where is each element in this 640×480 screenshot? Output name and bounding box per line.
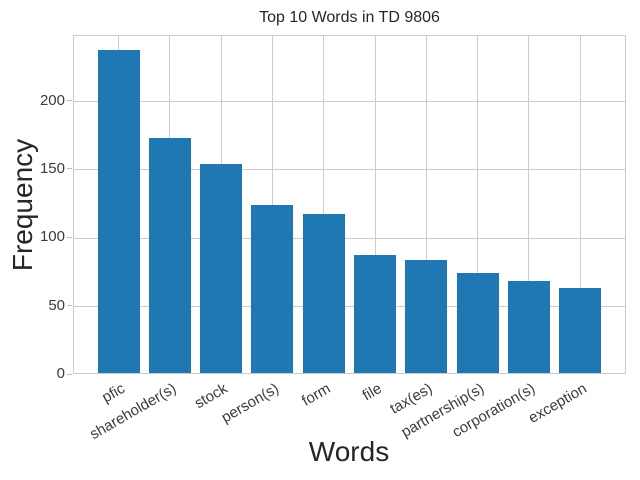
bar-exception	[559, 288, 602, 373]
plot-area	[73, 35, 626, 374]
bar-partnership(s)	[456, 273, 499, 373]
x-gridline	[579, 36, 581, 373]
bar-pfic	[97, 50, 140, 373]
y-tick-mark	[67, 100, 72, 102]
bar-file	[354, 255, 396, 373]
x-tick-label: exception	[525, 380, 590, 427]
y-axis-label: Frequency	[7, 138, 38, 272]
x-gridline	[271, 36, 273, 373]
y-gridline	[74, 237, 625, 239]
y-tick-label: 150	[39, 159, 65, 177]
bar-tax(es)	[405, 259, 448, 373]
y-tick-mark	[67, 168, 72, 170]
bar-corporation(s)	[507, 281, 550, 373]
y-tick-mark	[67, 373, 72, 375]
x-tick-label: person(s)	[218, 380, 282, 427]
bar-shareholder(s)	[148, 137, 191, 373]
bar-person(s)	[251, 204, 294, 373]
x-tick-label: pfic	[99, 380, 128, 407]
y-tick-mark	[67, 236, 72, 238]
y-gridline	[74, 169, 625, 171]
y-tick-label: 200	[39, 91, 65, 109]
y-tick-label: 0	[56, 365, 65, 382]
y-tick-label: 100	[39, 228, 65, 246]
x-gridline	[374, 36, 376, 373]
y-gridline	[74, 306, 625, 308]
bar-stock	[200, 163, 243, 373]
x-axis-label: Words	[308, 436, 390, 467]
x-gridline	[425, 36, 427, 373]
y-tick-mark	[67, 305, 72, 307]
x-tick-label: form	[298, 380, 334, 410]
x-gridline	[477, 36, 479, 373]
x-gridline	[323, 36, 325, 373]
bar-form	[302, 214, 345, 373]
chart-title: Top 10 Words in TD 9806	[259, 9, 440, 26]
x-tick-label: file	[359, 380, 385, 405]
y-gridline	[74, 101, 625, 103]
x-gridline	[528, 36, 530, 373]
y-tick-label: 50	[48, 296, 65, 314]
